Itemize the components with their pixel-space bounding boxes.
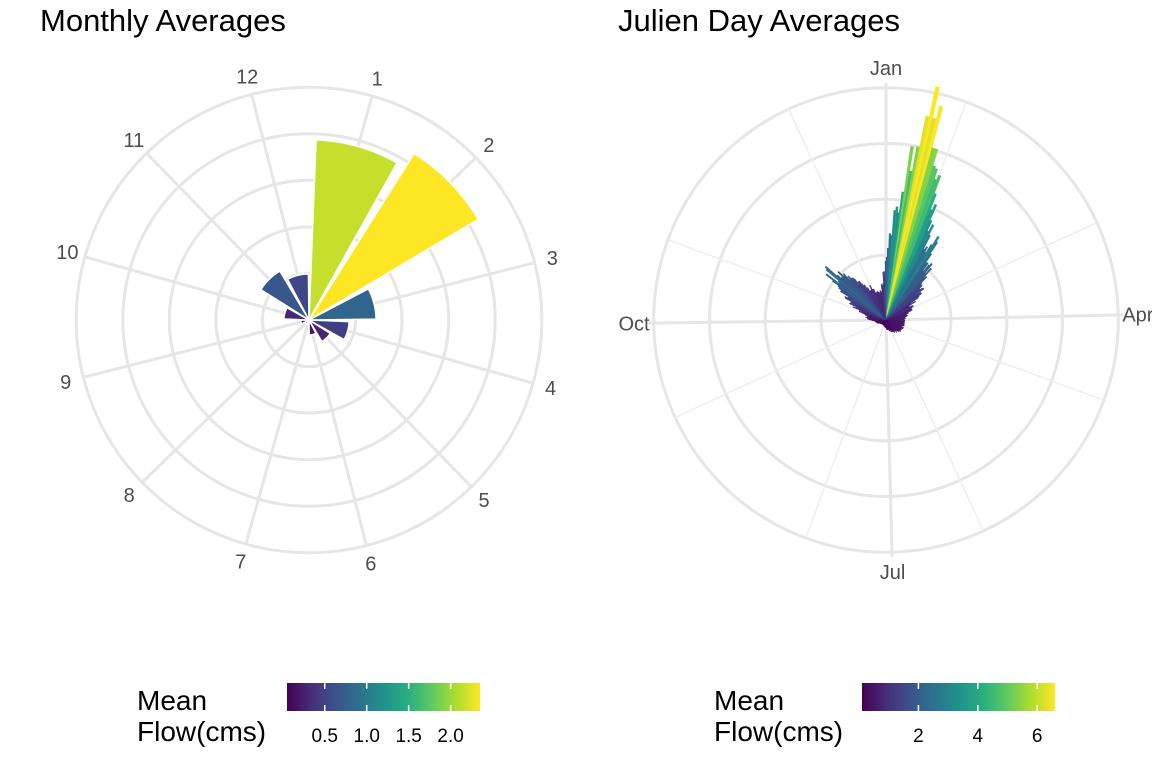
month-tick-label: 11 xyxy=(124,130,145,152)
day-bar xyxy=(882,271,887,321)
month-bar-12 xyxy=(286,273,310,321)
month-tick-label: 10 xyxy=(56,242,78,264)
monthly-legend: Mean Flow(cms) 0.5 1.0 1.5 2.0 xyxy=(137,683,480,747)
month-tick-label: 9 xyxy=(60,372,71,394)
grid-spoke-minor xyxy=(674,319,887,419)
julien-bars xyxy=(824,86,944,333)
julien-colorbar xyxy=(862,683,1055,711)
monthly-title: Monthly Averages xyxy=(40,3,286,38)
grid-ring xyxy=(167,178,451,462)
month-axis-label: Oct xyxy=(618,313,650,335)
month-axis-label: Apr xyxy=(1122,305,1152,327)
grid-spoke xyxy=(885,313,1123,322)
month-bar-1 xyxy=(308,139,399,321)
grid-spoke-minor xyxy=(885,221,1098,321)
legend-tick-label: 2.0 xyxy=(437,726,463,747)
julien-legend-ticks: 2 4 6 xyxy=(913,683,1042,747)
month-bar-5 xyxy=(308,319,332,343)
grid-spoke xyxy=(84,255,310,322)
month-axis-label: Jul xyxy=(880,562,906,584)
grid-spoke-minor xyxy=(885,319,1105,401)
legend-tick-label: 1.0 xyxy=(354,726,380,747)
legend-tick-label: 2 xyxy=(913,726,924,747)
month-tick-label: 7 xyxy=(235,552,246,574)
grid-spoke xyxy=(307,318,473,488)
julien-tick-labels: Jan Apr Jul Oct xyxy=(618,58,1152,584)
grid-spoke xyxy=(244,319,311,545)
legend-tick-label: 1.5 xyxy=(395,726,421,747)
legend-tick-label: 6 xyxy=(1032,726,1043,747)
grid-spoke xyxy=(648,318,887,325)
grid-spoke xyxy=(884,319,894,557)
month-tick-label: 8 xyxy=(124,485,135,507)
month-tick-label: 1 xyxy=(372,68,383,90)
grid-spoke-minor xyxy=(667,239,887,321)
month-axis-label: Jan xyxy=(870,58,902,80)
monthly-legend-title: Mean Flow(cms) xyxy=(137,685,266,747)
month-tick-label: 5 xyxy=(479,490,490,512)
month-tick-label: 4 xyxy=(545,378,556,400)
month-tick-label: 3 xyxy=(547,248,558,270)
grid-spoke-minor xyxy=(787,108,887,321)
julien-title: Julien Day Averages xyxy=(618,3,900,38)
grid-ring xyxy=(121,132,497,508)
grid-ring xyxy=(214,225,404,415)
month-tick-label: 12 xyxy=(236,67,258,89)
grid-spoke xyxy=(141,318,311,484)
month-bar-3 xyxy=(308,287,377,321)
monthly-bars xyxy=(259,139,480,343)
grid-spoke-minor xyxy=(885,319,985,532)
legend-tick-label: 4 xyxy=(973,726,984,747)
julien-legend: Mean Flow(cms) 2 4 6 xyxy=(714,683,1055,747)
monthly-colorbar xyxy=(287,683,480,711)
monthly-grid xyxy=(74,85,544,555)
month-bar-11 xyxy=(259,269,310,321)
grid-spoke xyxy=(307,319,368,546)
month-bar-10 xyxy=(283,306,310,321)
grid-spoke xyxy=(83,318,310,379)
grid-spoke-minor xyxy=(805,319,887,539)
month-bar-4 xyxy=(308,319,350,341)
month-bar-6 xyxy=(308,319,318,336)
month-tick-label: 6 xyxy=(365,553,376,575)
legend-tick-label: 0.5 xyxy=(312,726,338,747)
month-bar-2 xyxy=(308,152,480,321)
month-tick-label: 2 xyxy=(483,135,494,157)
julien-averages-panel: Julien Day Averages Jan Apr Jul Oct Mean Fl… xyxy=(618,3,1152,747)
grid-ring xyxy=(74,85,544,555)
monthly-legend-ticks: 0.5 1.0 1.5 2.0 xyxy=(312,683,464,747)
julien-legend-title: Mean Flow(cms) xyxy=(714,685,843,747)
